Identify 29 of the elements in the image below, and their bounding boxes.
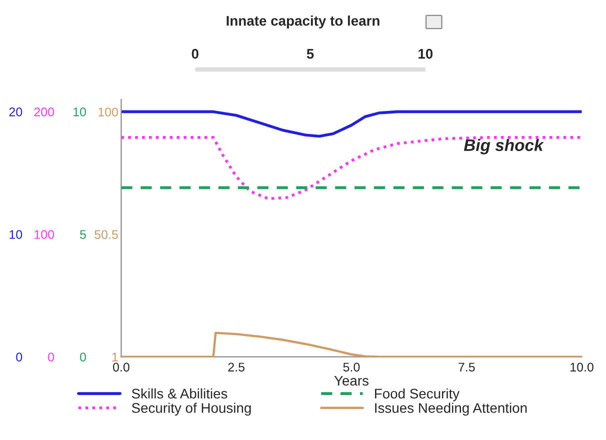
- legend-label: Issues Needing Attention: [375, 402, 527, 416]
- annotation: Big shock: [464, 138, 544, 154]
- line-series: [121, 136, 582, 200]
- text: 5: [306, 49, 314, 59]
- y-tick-label: 100: [98, 108, 118, 116]
- y2-tick-label: 0: [48, 352, 54, 362]
- text: 10: [418, 48, 433, 59]
- text: 0: [192, 48, 198, 59]
- y-tick-label: 10: [10, 230, 22, 239]
- x-tick-label: 10.0: [570, 362, 594, 372]
- y-tick-label: 0: [16, 352, 22, 362]
- x-tick-label: 7.5: [458, 362, 475, 372]
- y3-tick-label: 10: [74, 108, 86, 116]
- legend-label: Skills & Abilities: [132, 388, 228, 399]
- y2-tick-label: 200: [34, 108, 54, 116]
- y-tick-label: 1: [112, 352, 118, 362]
- y3-tick-label: 0: [80, 352, 86, 362]
- text: Innate capacity to learn: [226, 16, 380, 28]
- y-tick-label: 20: [9, 108, 22, 116]
- x-tick-label: 5.0: [343, 362, 360, 372]
- legend-label: Food Security: [375, 388, 460, 402]
- line-series: [121, 110, 582, 138]
- y2-tick-label: 100: [34, 230, 54, 239]
- y-tick-label: 50.5: [94, 230, 118, 239]
- y3-tick-label: 5: [80, 230, 86, 239]
- legend-label: Security of Housing: [132, 402, 251, 416]
- x-axis-title: Years: [334, 376, 368, 386]
- x-tick-label: 2.5: [228, 362, 245, 372]
- x-tick-label: 0.0: [113, 362, 130, 372]
